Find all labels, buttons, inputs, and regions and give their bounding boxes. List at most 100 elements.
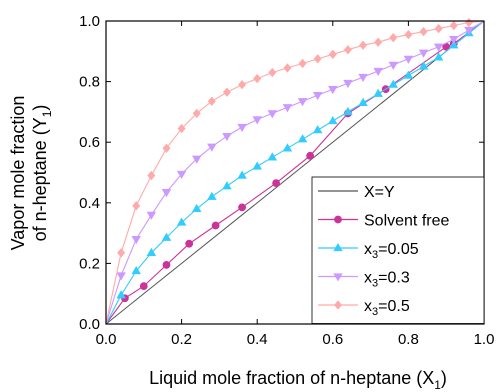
data-point — [418, 49, 429, 58]
data-point — [434, 23, 443, 34]
series-3 — [105, 20, 485, 325]
data-point — [419, 26, 428, 37]
data-point — [404, 29, 413, 40]
data-point — [403, 70, 414, 79]
legend-entry: x3=0.5 — [318, 298, 410, 318]
data-point — [222, 132, 232, 142]
data-point — [131, 265, 141, 275]
data-point — [464, 26, 474, 36]
series-4 — [105, 17, 485, 325]
data-point — [139, 282, 148, 291]
data-point — [449, 40, 459, 49]
x-axis-label-main: Liquid mole fraction of n-heptane (X — [149, 368, 434, 388]
x-axis-label-end: ) — [441, 368, 447, 388]
data-point — [162, 143, 171, 153]
data-point — [283, 63, 292, 73]
data-point — [238, 203, 246, 212]
data-point — [161, 189, 172, 198]
data-point — [449, 20, 458, 31]
x-tick-label: 0.8 — [398, 331, 419, 348]
data-point — [343, 45, 352, 55]
data-point — [162, 261, 171, 269]
data-point — [343, 79, 353, 89]
data-point — [207, 191, 217, 200]
data-point — [359, 40, 368, 50]
x-tick-label: 1.0 — [474, 331, 495, 348]
legend-entry: x3=0.3 — [318, 270, 410, 290]
legend-entry: Solvent free — [318, 213, 449, 230]
data-point — [116, 272, 126, 281]
data-point — [207, 96, 216, 106]
data-point — [298, 58, 307, 69]
data-point — [464, 17, 473, 28]
data-point — [252, 116, 262, 125]
data-point — [238, 79, 247, 90]
data-point — [267, 110, 278, 119]
series-layer — [105, 17, 485, 325]
data-point — [313, 54, 322, 64]
data-point — [297, 134, 308, 143]
x-tick-label: 0.6 — [322, 331, 343, 348]
data-point — [146, 247, 157, 256]
y-axis-label-main: of n-heptane (Y — [30, 117, 50, 241]
data-point — [373, 67, 383, 76]
x-axis-label: Liquid mole fraction of n-heptane (X1) — [149, 368, 447, 392]
legend-marker — [333, 273, 343, 282]
series-1 — [105, 20, 485, 325]
data-point — [328, 115, 338, 125]
data-point — [358, 73, 368, 83]
data-point — [449, 35, 459, 45]
data-point — [185, 239, 194, 248]
data-point — [373, 88, 383, 97]
data-point — [343, 106, 353, 116]
legend-entry: X=Y — [318, 184, 395, 201]
x-tick-label: 0.0 — [96, 331, 117, 348]
data-point — [176, 170, 187, 180]
data-point — [389, 33, 398, 43]
legend-label: x3=0.5 — [364, 298, 410, 318]
data-point — [297, 98, 308, 107]
data-point — [253, 73, 262, 84]
data-point — [146, 211, 157, 220]
data-point — [117, 248, 126, 258]
data-point — [237, 123, 247, 133]
data-point — [267, 152, 278, 161]
data-point — [222, 181, 232, 190]
legend-label: x3=0.05 — [364, 241, 419, 261]
legend-marker — [334, 300, 342, 310]
x-axis-label-sub: 1 — [434, 378, 441, 392]
data-point — [272, 179, 280, 188]
data-point — [374, 37, 383, 47]
legend-label: x3=0.3 — [364, 270, 410, 290]
y-tick-label: 0.2 — [79, 255, 100, 272]
data-point — [388, 61, 398, 70]
data-point — [116, 290, 126, 299]
data-point — [211, 221, 220, 230]
data-point — [161, 232, 172, 241]
data-point — [268, 67, 277, 78]
data-point — [282, 143, 293, 152]
x-tick-label: 0.4 — [247, 331, 268, 348]
data-point — [328, 49, 337, 59]
legend-entry: x3=0.05 — [318, 241, 419, 261]
series-line — [105, 20, 485, 325]
data-point — [306, 151, 315, 160]
data-point — [312, 125, 323, 134]
legend-label: Solvent free — [364, 213, 449, 230]
y-tick-label: 0.0 — [79, 316, 100, 333]
y-tick-label: 0.6 — [79, 134, 100, 151]
data-point — [222, 87, 231, 97]
series-0 — [105, 20, 485, 325]
data-point — [131, 235, 141, 245]
legend-marker — [334, 215, 342, 224]
series-line — [105, 20, 485, 325]
series-2 — [105, 20, 485, 325]
legend: X=Y Solvent free x3=0.05 x3=0.3 x3=0.5 — [311, 176, 485, 324]
data-point — [418, 61, 429, 70]
data-point — [147, 170, 156, 181]
data-point — [237, 170, 247, 179]
data-point — [312, 92, 323, 101]
plot-frame — [105, 20, 485, 325]
data-point — [388, 79, 398, 88]
